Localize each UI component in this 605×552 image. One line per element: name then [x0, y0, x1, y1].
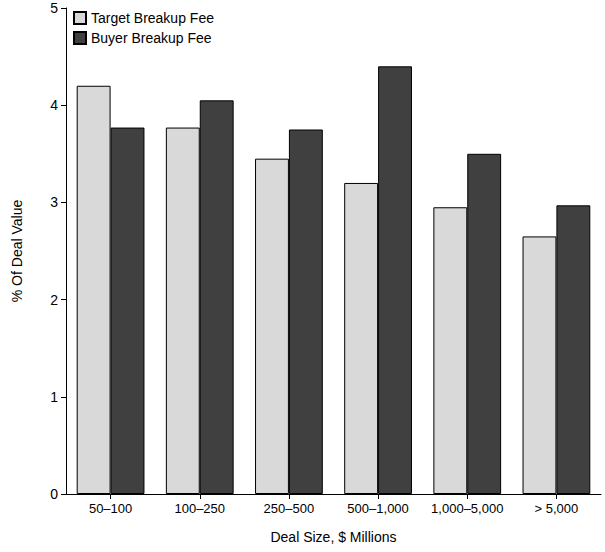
svg-text:250–500: 250–500 [264, 501, 315, 516]
svg-text:0: 0 [50, 486, 58, 502]
svg-text:Deal Size, $ Millions: Deal Size, $ Millions [270, 529, 396, 545]
svg-text:Buyer Breakup Fee: Buyer Breakup Fee [91, 30, 212, 46]
svg-text:1,000–5,000: 1,000–5,000 [431, 501, 503, 516]
svg-text:Target Breakup Fee: Target Breakup Fee [91, 10, 214, 26]
svg-text:5: 5 [50, 0, 58, 16]
svg-text:500–1,000: 500–1,000 [347, 501, 408, 516]
svg-text:> 5,000: > 5,000 [535, 501, 579, 516]
svg-text:1: 1 [50, 389, 58, 405]
svg-text:2: 2 [50, 292, 58, 308]
svg-text:50–100: 50–100 [89, 501, 132, 516]
svg-text:100–250: 100–250 [174, 501, 225, 516]
svg-text:% Of Deal Value: % Of Deal Value [9, 200, 25, 303]
svg-text:3: 3 [50, 194, 58, 210]
svg-text:4: 4 [50, 97, 58, 113]
